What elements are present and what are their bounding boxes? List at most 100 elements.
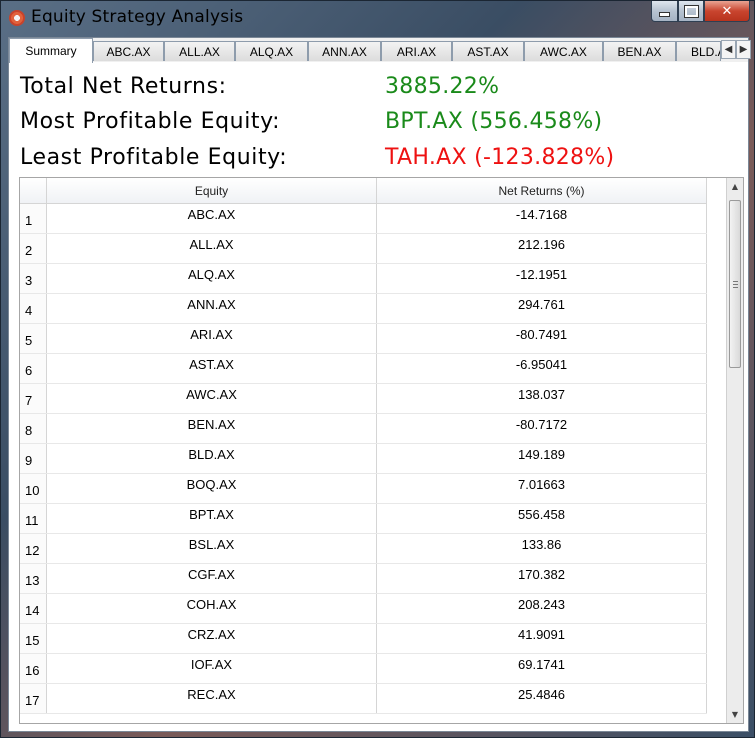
equity-cell[interactable]: IOF.AX — [47, 654, 377, 683]
tab-scroll-right-button[interactable]: ▶ — [736, 40, 751, 59]
net-returns-cell[interactable]: 25.4846 — [377, 684, 707, 713]
scroll-thumb[interactable] — [729, 200, 741, 368]
tab-bar: Summary ABC.AX ALL.AX ALQ.AX ANN.AX ARI.… — [9, 38, 751, 63]
net-returns-cell[interactable]: 208.243 — [377, 594, 707, 623]
table-row[interactable]: 16 IOF.AX 69.1741 — [20, 654, 707, 684]
table-row[interactable]: 1 ABC.AX -14.7168 — [20, 204, 707, 234]
net-returns-cell[interactable]: 212.196 — [377, 234, 707, 263]
net-returns-cell[interactable]: -14.7168 — [377, 204, 707, 233]
equity-cell[interactable]: ABC.AX — [47, 204, 377, 233]
table-row[interactable]: 5 ARI.AX -80.7491 — [20, 324, 707, 354]
table-row[interactable]: 12 BSL.AX 133.86 — [20, 534, 707, 564]
table-row[interactable]: 3 ALQ.AX -12.1951 — [20, 264, 707, 294]
row-number[interactable]: 15 — [20, 624, 47, 653]
row-number[interactable]: 11 — [20, 504, 47, 533]
equity-cell[interactable]: REC.AX — [47, 684, 377, 713]
equity-cell[interactable]: BOQ.AX — [47, 474, 377, 503]
tab-all[interactable]: ALL.AX — [164, 41, 235, 61]
minimize-button[interactable] — [651, 1, 678, 22]
net-returns-cell[interactable]: 149.189 — [377, 444, 707, 473]
equity-cell[interactable]: ALL.AX — [47, 234, 377, 263]
title-bar[interactable]: Equity Strategy Analysis ✕ — [1, 1, 755, 37]
net-returns-cell[interactable]: 138.037 — [377, 384, 707, 413]
main-panel: Summary ABC.AX ALL.AX ALQ.AX ANN.AX ARI.… — [8, 37, 751, 732]
equity-column-header[interactable]: Equity — [47, 178, 377, 203]
equity-cell[interactable]: BLD.AX — [47, 444, 377, 473]
table-row[interactable]: 17 REC.AX 25.4846 — [20, 684, 707, 714]
table-row[interactable]: 15 CRZ.AX 41.9091 — [20, 624, 707, 654]
row-number[interactable]: 14 — [20, 594, 47, 623]
least-profitable-label: Least Profitable Equity: — [20, 145, 288, 170]
net-returns-cell[interactable]: -80.7491 — [377, 324, 707, 353]
table-row[interactable]: 11 BPT.AX 556.458 — [20, 504, 707, 534]
row-number[interactable]: 17 — [20, 684, 47, 713]
row-number[interactable]: 7 — [20, 384, 47, 413]
equity-cell[interactable]: CGF.AX — [47, 564, 377, 593]
tab-ast[interactable]: AST.AX — [452, 41, 524, 61]
net-returns-cell[interactable]: 294.761 — [377, 294, 707, 323]
window-title: Equity Strategy Analysis — [31, 7, 244, 27]
row-number[interactable]: 13 — [20, 564, 47, 593]
net-returns-cell[interactable]: 41.9091 — [377, 624, 707, 653]
table-row[interactable]: 10 BOQ.AX 7.01663 — [20, 474, 707, 504]
close-button[interactable]: ✕ — [704, 1, 750, 22]
row-number[interactable]: 2 — [20, 234, 47, 263]
scroll-up-button[interactable]: ▲ — [727, 178, 743, 195]
equity-cell[interactable]: CRZ.AX — [47, 624, 377, 653]
row-number[interactable]: 10 — [20, 474, 47, 503]
table-row[interactable]: 13 CGF.AX 170.382 — [20, 564, 707, 594]
maximize-button[interactable] — [678, 1, 704, 22]
net-returns-cell[interactable]: 69.1741 — [377, 654, 707, 683]
row-number[interactable]: 1 — [20, 204, 47, 233]
vertical-scrollbar[interactable]: ▲ ▼ — [726, 178, 743, 723]
tab-awc[interactable]: AWC.AX — [524, 41, 603, 61]
equity-cell[interactable]: AWC.AX — [47, 384, 377, 413]
scroll-down-button[interactable]: ▼ — [727, 706, 743, 723]
table-row[interactable]: 6 AST.AX -6.95041 — [20, 354, 707, 384]
row-number[interactable]: 6 — [20, 354, 47, 383]
net-returns-cell[interactable]: -80.7172 — [377, 414, 707, 443]
row-number[interactable]: 16 — [20, 654, 47, 683]
table-row[interactable]: 9 BLD.AX 149.189 — [20, 444, 707, 474]
row-number[interactable]: 5 — [20, 324, 47, 353]
row-number[interactable]: 12 — [20, 534, 47, 563]
row-number[interactable]: 4 — [20, 294, 47, 323]
table-row[interactable]: 7 AWC.AX 138.037 — [20, 384, 707, 414]
table-row[interactable]: 8 BEN.AX -80.7172 — [20, 414, 707, 444]
tab-ari[interactable]: ARI.AX — [381, 41, 452, 61]
net-returns-cell[interactable]: 556.458 — [377, 504, 707, 533]
table-row[interactable]: 4 ANN.AX 294.761 — [20, 294, 707, 324]
table-row[interactable]: 14 COH.AX 208.243 — [20, 594, 707, 624]
net-returns-cell[interactable]: 170.382 — [377, 564, 707, 593]
net-returns-column-header[interactable]: Net Returns (%) — [377, 178, 707, 203]
equity-cell[interactable]: ALQ.AX — [47, 264, 377, 293]
tab-ben[interactable]: BEN.AX — [603, 41, 676, 61]
net-returns-cell[interactable]: -6.95041 — [377, 354, 707, 383]
equity-cell[interactable]: AST.AX — [47, 354, 377, 383]
row-number[interactable]: 3 — [20, 264, 47, 293]
equity-cell[interactable]: BSL.AX — [47, 534, 377, 563]
equity-cell[interactable]: ANN.AX — [47, 294, 377, 323]
net-returns-cell[interactable]: -12.1951 — [377, 264, 707, 293]
tab-scroll-left-button[interactable]: ◀ — [721, 40, 736, 59]
net-returns-cell[interactable]: 133.86 — [377, 534, 707, 563]
net-returns-cell[interactable]: 7.01663 — [377, 474, 707, 503]
equity-cell[interactable]: ARI.AX — [47, 324, 377, 353]
table-row[interactable]: 2 ALL.AX 212.196 — [20, 234, 707, 264]
tab-ann[interactable]: ANN.AX — [308, 41, 381, 61]
equity-cell[interactable]: BPT.AX — [47, 504, 377, 533]
returns-table: Equity Net Returns (%) 1 ABC.AX -14.7168 2 A… — [19, 177, 744, 724]
row-number-header[interactable] — [20, 178, 47, 203]
tab-alq[interactable]: ALQ.AX — [235, 41, 308, 61]
grip-line — [733, 281, 738, 282]
equity-cell[interactable]: BEN.AX — [47, 414, 377, 443]
most-profitable-value: BPT.AX (556.458%) — [385, 109, 603, 134]
grip-line — [733, 284, 738, 285]
tab-abc[interactable]: ABC.AX — [93, 41, 164, 61]
tab-bld[interactable]: BLD.AX — [676, 41, 721, 61]
tab-summary[interactable]: Summary — [9, 38, 93, 63]
equity-cell[interactable]: COH.AX — [47, 594, 377, 623]
row-number[interactable]: 9 — [20, 444, 47, 473]
chevron-down-icon: ▼ — [731, 710, 739, 719]
row-number[interactable]: 8 — [20, 414, 47, 443]
